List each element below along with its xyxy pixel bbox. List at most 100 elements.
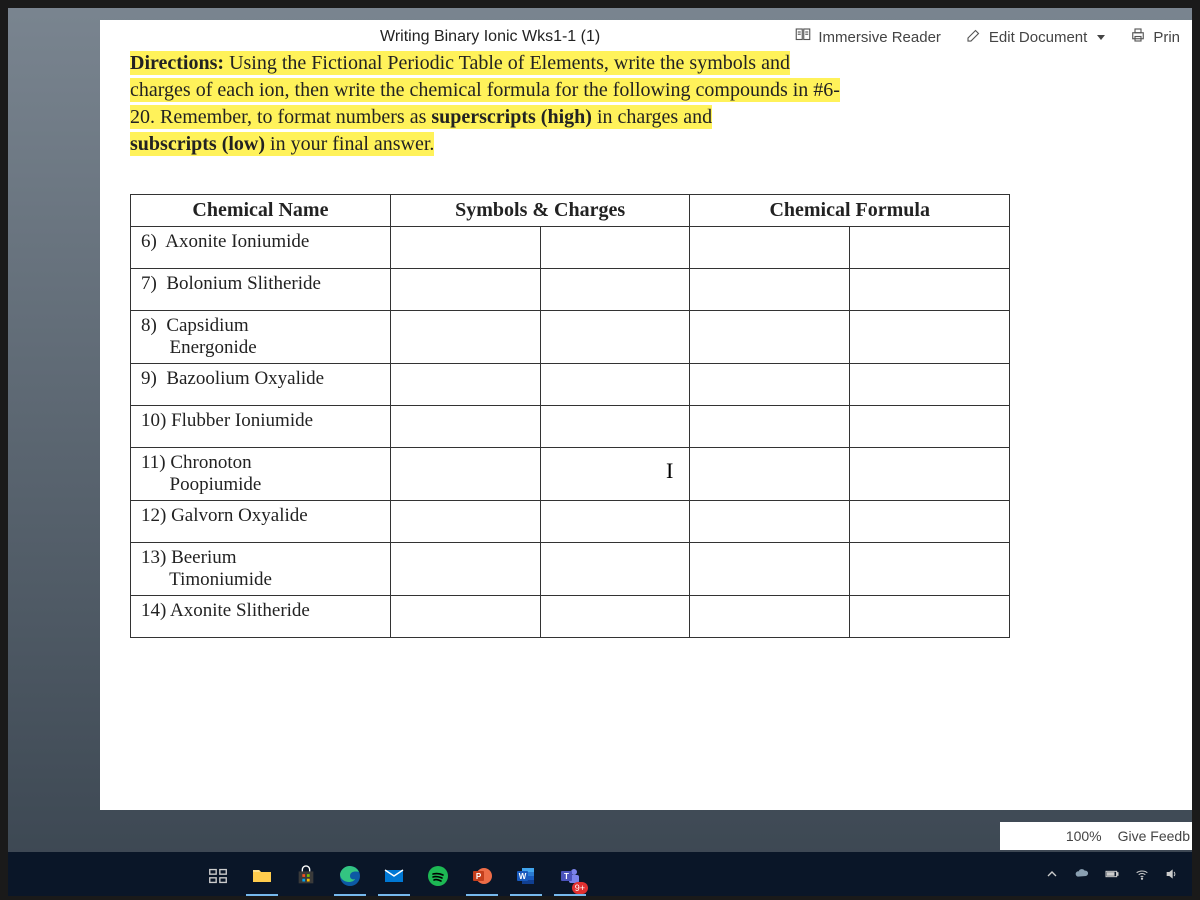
cell-formula[interactable] (690, 501, 850, 543)
document-viewport: Writing Binary Ionic Wks1-1 (1) Immersiv… (100, 20, 1200, 810)
header-symbols-charges: Symbols & Charges (390, 195, 690, 227)
svg-text:W: W (519, 872, 527, 881)
table-row: 7) Bolonium Slitheride (131, 269, 1010, 311)
table-row: 12) Galvorn Oxyalide (131, 501, 1010, 543)
cell-formula[interactable] (690, 543, 850, 596)
cell-symbol[interactable] (390, 596, 540, 638)
battery-icon[interactable] (1104, 866, 1120, 887)
cell-symbol[interactable] (390, 406, 540, 448)
print-label: Prin (1153, 29, 1180, 46)
task-view-button[interactable] (198, 856, 238, 896)
taskbar-spotify[interactable] (418, 856, 458, 896)
cell-formula[interactable] (690, 596, 850, 638)
taskbar-edge[interactable] (330, 856, 370, 896)
edit-document-label: Edit Document (989, 29, 1087, 46)
cell-formula[interactable] (850, 406, 1010, 448)
printer-icon (1129, 26, 1147, 48)
taskbar-microsoft-store[interactable] (286, 856, 326, 896)
cell-name[interactable]: 14) Axonite Slitheride (131, 596, 391, 638)
table-row: 11) Chronoton Poopiumide (131, 448, 1010, 501)
table-row: 8) Capsidium Energonide (131, 311, 1010, 364)
cell-formula[interactable] (690, 364, 850, 406)
table-row: 14) Axonite Slitheride (131, 596, 1010, 638)
status-bar: 100% Give Feedb (1000, 822, 1200, 850)
teams-badge: 9+ (572, 882, 588, 894)
directions-line3b: superscripts (high) (431, 106, 592, 128)
directions-line4b: in your final answer. (265, 133, 434, 155)
cell-symbol[interactable] (540, 227, 690, 269)
table-row: 13) Beerium Timoniumide (131, 543, 1010, 596)
cell-formula[interactable] (690, 269, 850, 311)
taskbar-word[interactable]: W (506, 856, 546, 896)
header-chemical-formula: Chemical Formula (690, 195, 1010, 227)
directions-line3a: 20. Remember, to format numbers as (130, 106, 431, 128)
immersive-reader-label: Immersive Reader (818, 29, 941, 46)
windows-taskbar: P W T 9+ (0, 852, 1200, 900)
cell-name[interactable]: 11) Chronoton Poopiumide (131, 448, 391, 501)
text-cursor-icon: I (666, 458, 673, 484)
table-row: 9) Bazoolium Oxyalide (131, 364, 1010, 406)
document-toolbar: Writing Binary Ionic Wks1-1 (1) Immersiv… (100, 20, 1200, 52)
tray-chevron-up-icon[interactable] (1044, 866, 1060, 887)
header-chemical-name: Chemical Name (131, 195, 391, 227)
taskbar-mail[interactable] (374, 856, 414, 896)
cell-formula[interactable] (690, 406, 850, 448)
chevron-down-icon (1097, 35, 1105, 40)
cell-symbol[interactable] (540, 543, 690, 596)
zoom-level[interactable]: 100% (1066, 828, 1102, 844)
cell-name[interactable]: 7) Bolonium Slitheride (131, 269, 391, 311)
cell-formula[interactable] (850, 448, 1010, 501)
cell-formula[interactable] (690, 311, 850, 364)
immersive-reader-button[interactable]: Immersive Reader (794, 26, 941, 48)
table-row: 6) Axonite Ioniumide (131, 227, 1010, 269)
cell-name[interactable]: 12) Galvorn Oxyalide (131, 501, 391, 543)
worksheet-table: Chemical Name Symbols & Charges Chemical… (130, 194, 1010, 638)
directions-line1: Using the Fictional Periodic Table of El… (224, 52, 790, 74)
cell-formula[interactable] (850, 501, 1010, 543)
document-body: Directions: Using the Fictional Periodic… (100, 50, 1200, 638)
pencil-icon (965, 26, 983, 48)
directions-label: Directions: (130, 52, 224, 74)
svg-text:P: P (476, 872, 482, 881)
system-tray[interactable] (1044, 866, 1192, 887)
cell-name[interactable]: 9) Bazoolium Oxyalide (131, 364, 391, 406)
cell-formula[interactable] (690, 227, 850, 269)
directions-line2: charges of each ion, then write the chem… (130, 78, 840, 102)
edit-document-button[interactable]: Edit Document (965, 26, 1105, 48)
directions-line4a: subscripts (low) (130, 133, 265, 155)
cell-formula[interactable] (850, 543, 1010, 596)
give-feedback-link[interactable]: Give Feedb (1118, 828, 1190, 844)
book-icon (794, 26, 812, 48)
cell-formula[interactable] (850, 311, 1010, 364)
cell-symbol[interactable] (390, 269, 540, 311)
cell-formula[interactable] (850, 227, 1010, 269)
print-button[interactable]: Prin (1129, 26, 1180, 48)
cell-symbol[interactable] (390, 227, 540, 269)
wifi-icon[interactable] (1134, 866, 1150, 887)
taskbar-teams[interactable]: T 9+ (550, 856, 590, 896)
taskbar-powerpoint[interactable]: P (462, 856, 502, 896)
cell-formula[interactable] (850, 269, 1010, 311)
cell-formula[interactable] (690, 448, 850, 501)
cell-formula[interactable] (850, 596, 1010, 638)
cell-name[interactable]: 8) Capsidium Energonide (131, 311, 391, 364)
cell-name[interactable]: 10) Flubber Ioniumide (131, 406, 391, 448)
cell-symbol[interactable] (390, 364, 540, 406)
table-header-row: Chemical Name Symbols & Charges Chemical… (131, 195, 1010, 227)
cell-formula[interactable] (850, 364, 1010, 406)
cell-symbol[interactable] (390, 501, 540, 543)
cell-symbol[interactable] (390, 448, 540, 501)
cell-name[interactable]: 13) Beerium Timoniumide (131, 543, 391, 596)
cell-symbol[interactable] (540, 364, 690, 406)
cell-symbol[interactable] (540, 406, 690, 448)
onedrive-icon[interactable] (1074, 866, 1090, 887)
cell-symbol[interactable] (540, 501, 690, 543)
cell-name[interactable]: 6) Axonite Ioniumide (131, 227, 391, 269)
volume-icon[interactable] (1164, 866, 1180, 887)
cell-symbol[interactable] (540, 269, 690, 311)
cell-symbol[interactable] (540, 311, 690, 364)
cell-symbol[interactable] (390, 543, 540, 596)
cell-symbol[interactable] (390, 311, 540, 364)
cell-symbol[interactable] (540, 596, 690, 638)
taskbar-file-explorer[interactable] (242, 856, 282, 896)
